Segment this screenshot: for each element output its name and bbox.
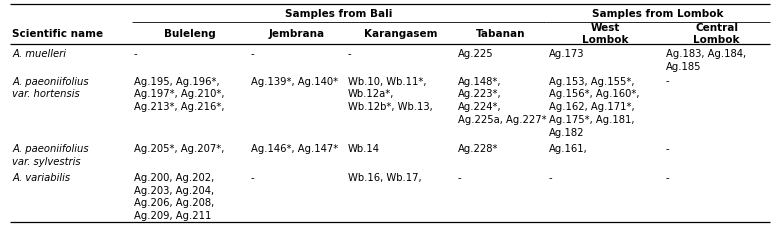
Text: -: -	[251, 48, 254, 58]
Text: Wb.16, Wb.17,: Wb.16, Wb.17,	[348, 172, 422, 182]
Text: -: -	[134, 48, 137, 58]
Text: Ag.200, Ag.202,
Ag.203, Ag.204,
Ag.206, Ag.208,
Ag.209, Ag.211: Ag.200, Ag.202, Ag.203, Ag.204, Ag.206, …	[134, 172, 214, 220]
Text: Samples from Bali: Samples from Bali	[285, 9, 393, 19]
Text: -: -	[348, 48, 352, 58]
Text: A. muelleri: A. muelleri	[12, 48, 67, 58]
Text: -: -	[458, 172, 462, 182]
Text: Samples from Lombok: Samples from Lombok	[592, 9, 724, 19]
Text: Ag.148*,
Ag.223*,
Ag.224*,
Ag.225a, Ag.227*: Ag.148*, Ag.223*, Ag.224*, Ag.225a, Ag.2…	[458, 76, 546, 124]
Text: West
Lombok: West Lombok	[582, 23, 629, 45]
Text: A. paeoniifolius
var. hortensis: A. paeoniifolius var. hortensis	[12, 76, 89, 99]
Text: Wb.10, Wb.11*,
Wb.12a*,
Wb.12b*, Wb.13,: Wb.10, Wb.11*, Wb.12a*, Wb.12b*, Wb.13,	[348, 76, 432, 112]
Text: Ag.228*: Ag.228*	[458, 144, 498, 154]
Text: A. variabilis: A. variabilis	[12, 172, 71, 182]
Text: Scientific name: Scientific name	[12, 29, 104, 39]
Text: Ag.225: Ag.225	[458, 48, 494, 58]
Text: Karangasem: Karangasem	[363, 29, 437, 39]
Text: Ag.161,: Ag.161,	[549, 144, 587, 154]
Text: Ag.173: Ag.173	[549, 48, 584, 58]
Text: -: -	[251, 172, 254, 182]
Text: Jembrana: Jembrana	[269, 29, 325, 39]
Text: -: -	[666, 76, 670, 86]
Text: -: -	[666, 172, 670, 182]
Text: Ag.146*, Ag.147*: Ag.146*, Ag.147*	[251, 144, 338, 154]
Text: Ag.153, Ag.155*,
Ag.156*, Ag.160*,
Ag.162, Ag.171*,
Ag.175*, Ag.181,
Ag.182: Ag.153, Ag.155*, Ag.156*, Ag.160*, Ag.16…	[549, 76, 639, 137]
Text: Ag.205*, Ag.207*,: Ag.205*, Ag.207*,	[134, 144, 224, 154]
Text: Central
Lombok: Central Lombok	[694, 23, 740, 45]
Text: Tabanan: Tabanan	[477, 29, 525, 39]
Text: Ag.139*, Ag.140*: Ag.139*, Ag.140*	[251, 76, 338, 86]
Text: Buleleng: Buleleng	[164, 29, 216, 39]
Text: Ag.195, Ag.196*,
Ag.197*, Ag.210*,
Ag.213*, Ag.216*,: Ag.195, Ag.196*, Ag.197*, Ag.210*, Ag.21…	[134, 76, 225, 112]
Text: Ag.183, Ag.184,
Ag.185: Ag.183, Ag.184, Ag.185	[666, 48, 746, 71]
Text: A. paeoniifolius
var. sylvestris: A. paeoniifolius var. sylvestris	[12, 144, 89, 166]
Text: -: -	[666, 144, 670, 154]
Text: -: -	[549, 172, 553, 182]
Text: Wb.14: Wb.14	[348, 144, 380, 154]
